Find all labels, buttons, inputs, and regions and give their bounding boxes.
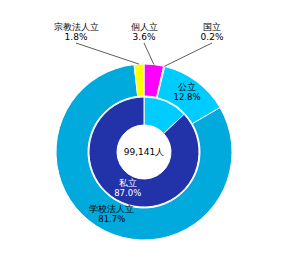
svg-text:公立12.8%: 公立12.8% — [174, 82, 201, 102]
svg-text:国立0.2%: 国立0.2% — [201, 22, 224, 42]
svg-text:個人立3.6%: 個人立3.6% — [131, 22, 158, 42]
svg-text:私立87.0%: 私立87.0% — [114, 178, 141, 198]
svg-text:学校法人立81.7%: 学校法人立81.7% — [89, 204, 134, 224]
svg-text:宗教法人立1.8%: 宗教法人立1.8% — [54, 22, 99, 42]
html-text:99,141人: 99,141人 — [123, 146, 165, 157]
